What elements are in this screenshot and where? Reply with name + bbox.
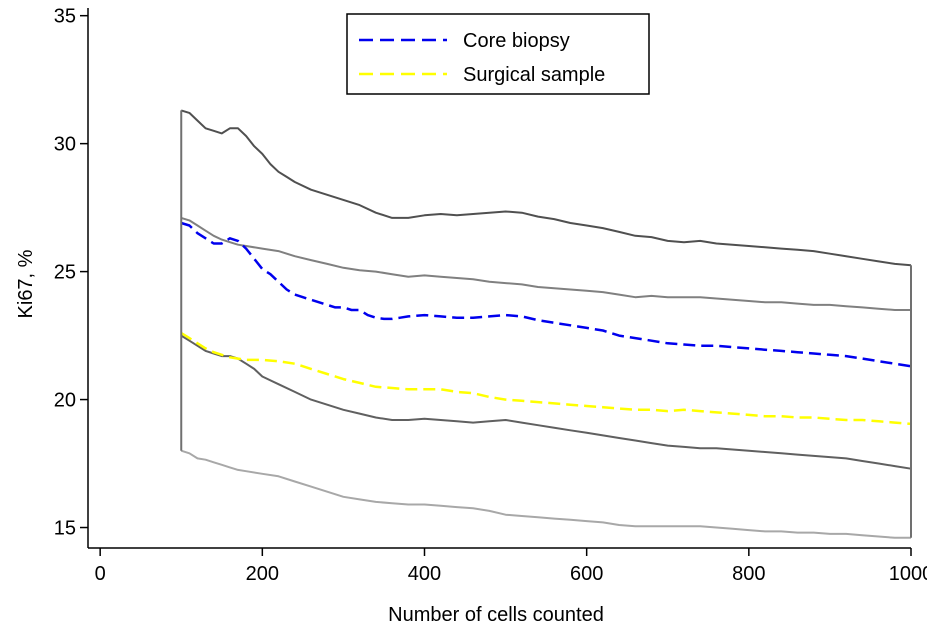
y-tick-label-30: 30 xyxy=(54,134,76,156)
series-line-core-biopsy-lower-bound xyxy=(180,334,912,470)
series-line-core-biopsy-upper-bound xyxy=(180,109,912,267)
x-tick-label-600: 600 xyxy=(570,563,603,585)
x-tick-label-800: 800 xyxy=(732,563,765,585)
legend-box xyxy=(346,13,650,95)
series-line-core-biopsy xyxy=(180,221,912,368)
x-tick-label-1000: 1000 xyxy=(889,563,927,585)
series-line-surgical-sample-lower-bound xyxy=(180,449,911,539)
x-tick-label-0: 0 xyxy=(95,563,106,585)
y-tick-label-25: 25 xyxy=(54,262,76,284)
legend-label-surgical-sample: Surgical sample xyxy=(463,64,605,86)
x-tick-label-200: 200 xyxy=(246,563,279,585)
series-line-surgical-sample-upper-bound xyxy=(180,216,911,311)
axes: 0 200 400 600 800 1000 15 20 25 30 35 xyxy=(54,6,927,585)
x-tick-label-400: 400 xyxy=(408,563,441,585)
y-tick-label-15: 15 xyxy=(54,518,76,540)
y-tick-label-35: 35 xyxy=(54,6,76,28)
x-axis-title: Number of cells counted xyxy=(388,604,604,626)
legend-label-core-biopsy: Core biopsy xyxy=(463,30,570,52)
y-axis-title: Ki67, % xyxy=(15,249,37,318)
series-line-surgical-sample xyxy=(180,331,912,426)
series-layer xyxy=(180,109,912,539)
y-tick-label-20: 20 xyxy=(54,390,76,412)
legend: Core biopsy Surgical sample xyxy=(346,13,650,95)
